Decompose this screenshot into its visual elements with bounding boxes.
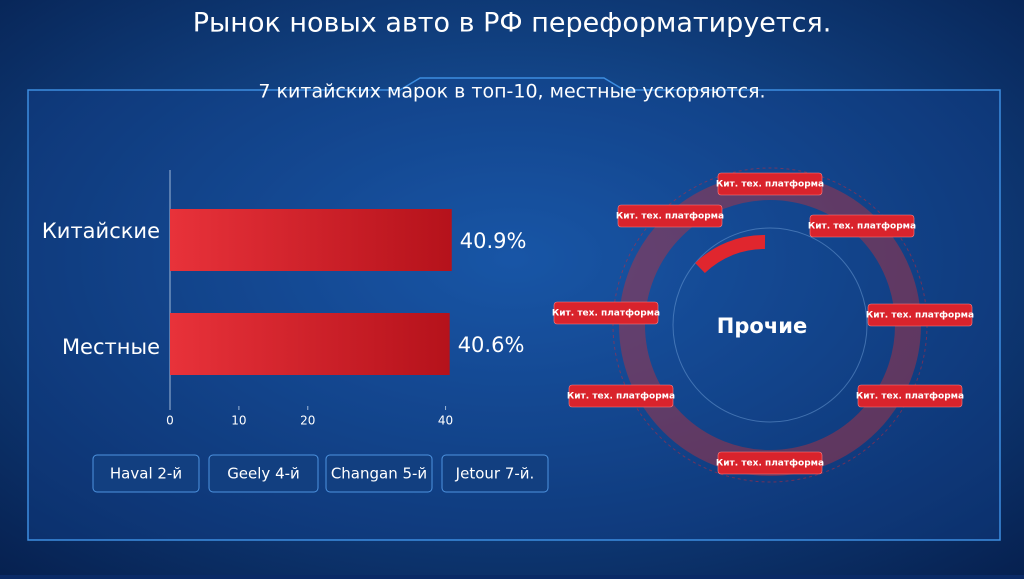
platform-label: Кит. тех. платформа (716, 180, 824, 190)
platform-label: Кит. тех. платформа (866, 311, 974, 321)
brand-label: Haval 2-й (110, 465, 182, 483)
value-label: 40.6% (458, 333, 525, 357)
x-tick-label: 20 (300, 414, 315, 428)
value-label: 40.9% (460, 229, 527, 253)
category-label: Китайские (42, 219, 160, 243)
platform-tag (553, 301, 659, 325)
bar (170, 313, 450, 375)
brand-button (208, 454, 319, 493)
brand-button (92, 454, 200, 493)
inner-ring (672, 227, 868, 423)
brand-button (441, 454, 549, 493)
platform-label: Кит. тех. платформа (856, 392, 964, 402)
arc-segment (695, 234, 766, 274)
platform-tag (617, 204, 723, 228)
platform-tag (867, 303, 973, 327)
platform-label: Кит. тех. платформа (567, 392, 675, 402)
platform-tag (717, 172, 823, 196)
subtitle: 7 китайских марок в топ-10, местные уско… (258, 81, 765, 103)
platform-label: Кит. тех. платформа (552, 309, 660, 319)
brand-label: Geely 4-й (227, 465, 300, 483)
platform-tag (568, 384, 674, 408)
platform-tag (809, 214, 915, 238)
x-tick-label: 0 (166, 414, 174, 428)
brand-button (325, 454, 433, 493)
ring-center: Прочие (717, 314, 807, 338)
brand-label: Changan 5-й (331, 465, 427, 483)
bar (170, 209, 452, 271)
platform-tag (857, 384, 963, 408)
x-tick-label: 40 (438, 414, 453, 428)
category-label: Местные (62, 335, 160, 359)
platform-label: Кит. тех. платформа (616, 212, 724, 222)
platform-label: Кит. тех. платформа (808, 222, 916, 232)
platform-tag (717, 451, 823, 475)
platform-label: Кит. тех. платформа (716, 459, 824, 469)
brand-label: Jetour 7-й. (455, 465, 535, 483)
title: Рынок новых авто в РФ переформатируется. (193, 8, 832, 39)
x-tick-label: 10 (231, 414, 246, 428)
